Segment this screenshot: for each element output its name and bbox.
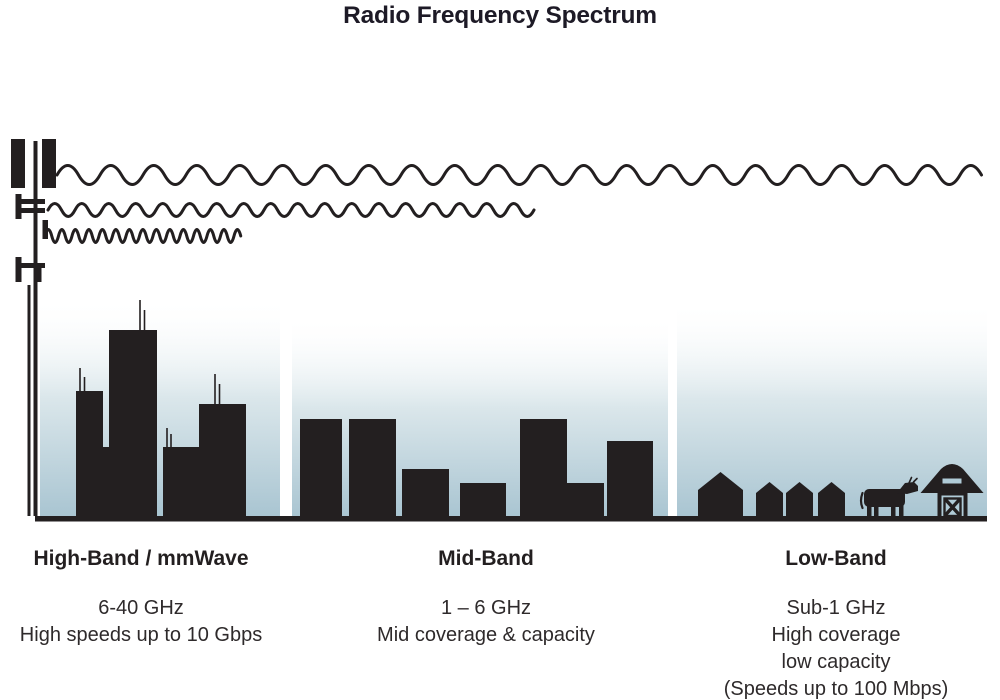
barn-window [942,478,962,484]
mid-band-frequency: 1 – 6 GHz [440,597,532,619]
mid-band-label: Mid-Band 1 – 6 GHz Mid coverage & capaci… [377,548,595,649]
house-icon [756,482,783,519]
midrise-buildings-icon [300,419,653,519]
low-band-speed-note: (Speeds up to 100 Mbps) [723,678,949,700]
high-band-frequency: 6-40 GHz [98,597,184,619]
mid-band-wave-icon [46,202,536,218]
spectrum-diagram [11,139,987,522]
low-band-description: High coverage [771,624,901,646]
high-band-description: High speeds up to 10 Gbps [19,624,263,646]
page-title: Radio Frequency Spectrum [343,2,657,29]
low-band-description: low capacity [781,651,891,673]
high-band-heading: High-Band / mmWave [33,547,249,570]
house-icon [818,482,845,519]
cow-icon [859,476,918,519]
house-icon [698,472,743,519]
low-band-frequency: Sub-1 GHz [786,597,886,619]
low-band-heading: Low-Band [785,547,887,570]
radio-waves [43,164,983,244]
cell-tower-icon [11,139,56,516]
rural-scene [698,464,984,519]
rooftop-antennas [79,300,221,448]
ground-line [35,516,987,522]
house-icon [786,482,813,519]
barn-icon [920,464,984,519]
low-band-long-wave-icon [55,164,983,186]
high-band-short-wave-icon [43,228,243,244]
low-band-label: Low-Band Sub-1 GHz High coverage low cap… [724,548,949,700]
high-band-label: High-Band / mmWave 6-40 GHz High speeds … [20,548,262,649]
mid-band-description: Mid coverage & capacity [377,624,595,646]
mid-band-heading: Mid-Band [438,547,534,570]
city-skyscrapers-icon [76,300,246,520]
